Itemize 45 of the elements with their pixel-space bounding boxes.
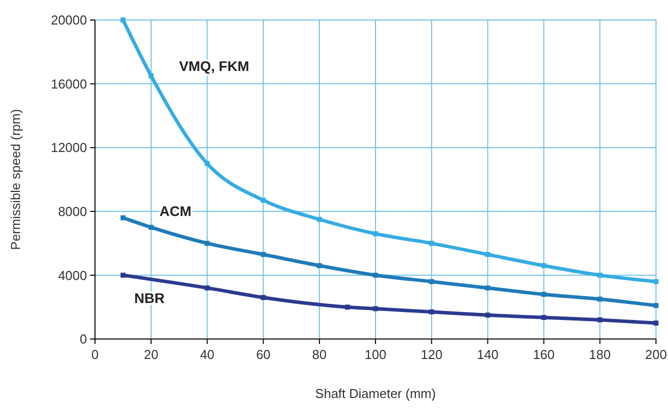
point	[260, 198, 266, 203]
x-tick-label: 100	[364, 347, 386, 362]
point	[260, 252, 266, 257]
point	[148, 73, 154, 78]
y-tick-label: 20000	[50, 12, 87, 28]
point	[654, 303, 658, 308]
x-tick-label: 180	[589, 347, 611, 362]
x-tick-label: 160	[532, 347, 555, 362]
point	[541, 292, 546, 297]
y-tick-label: 16000	[50, 76, 87, 92]
point	[541, 263, 546, 268]
point	[373, 231, 378, 236]
point	[485, 252, 490, 257]
x-tick-label: 200	[645, 347, 667, 362]
point	[260, 295, 266, 300]
y-tick-label: 0	[80, 332, 87, 347]
point	[316, 263, 322, 268]
point	[429, 279, 434, 284]
point	[120, 272, 126, 278]
point	[654, 279, 658, 284]
point	[429, 240, 434, 246]
point	[120, 18, 126, 22]
y-tick-label: 4000	[58, 268, 87, 283]
x-tick-label: 20	[144, 347, 158, 362]
point	[597, 296, 602, 302]
x-tick-label: 80	[312, 347, 327, 362]
point	[373, 272, 378, 278]
point	[204, 285, 210, 290]
y-tick-label: 12000	[50, 140, 87, 156]
x-axis-title: Shaft Diameter (mm)	[315, 386, 436, 401]
point	[597, 272, 602, 278]
x-tick-label: 0	[91, 347, 99, 362]
x-tick-label: 120	[420, 347, 442, 362]
y-tick-label: 8000	[58, 204, 87, 219]
x-tick-label: 60	[256, 347, 271, 362]
point	[344, 304, 350, 310]
point	[654, 320, 658, 326]
x-tick-label: 140	[476, 347, 499, 362]
point	[316, 216, 322, 222]
y-axis-title: Permissible speed (rpm)	[8, 109, 23, 250]
x-tick-label: 40	[200, 347, 214, 362]
point	[204, 161, 210, 166]
point	[148, 224, 154, 230]
point	[204, 240, 210, 246]
point	[120, 215, 126, 220]
